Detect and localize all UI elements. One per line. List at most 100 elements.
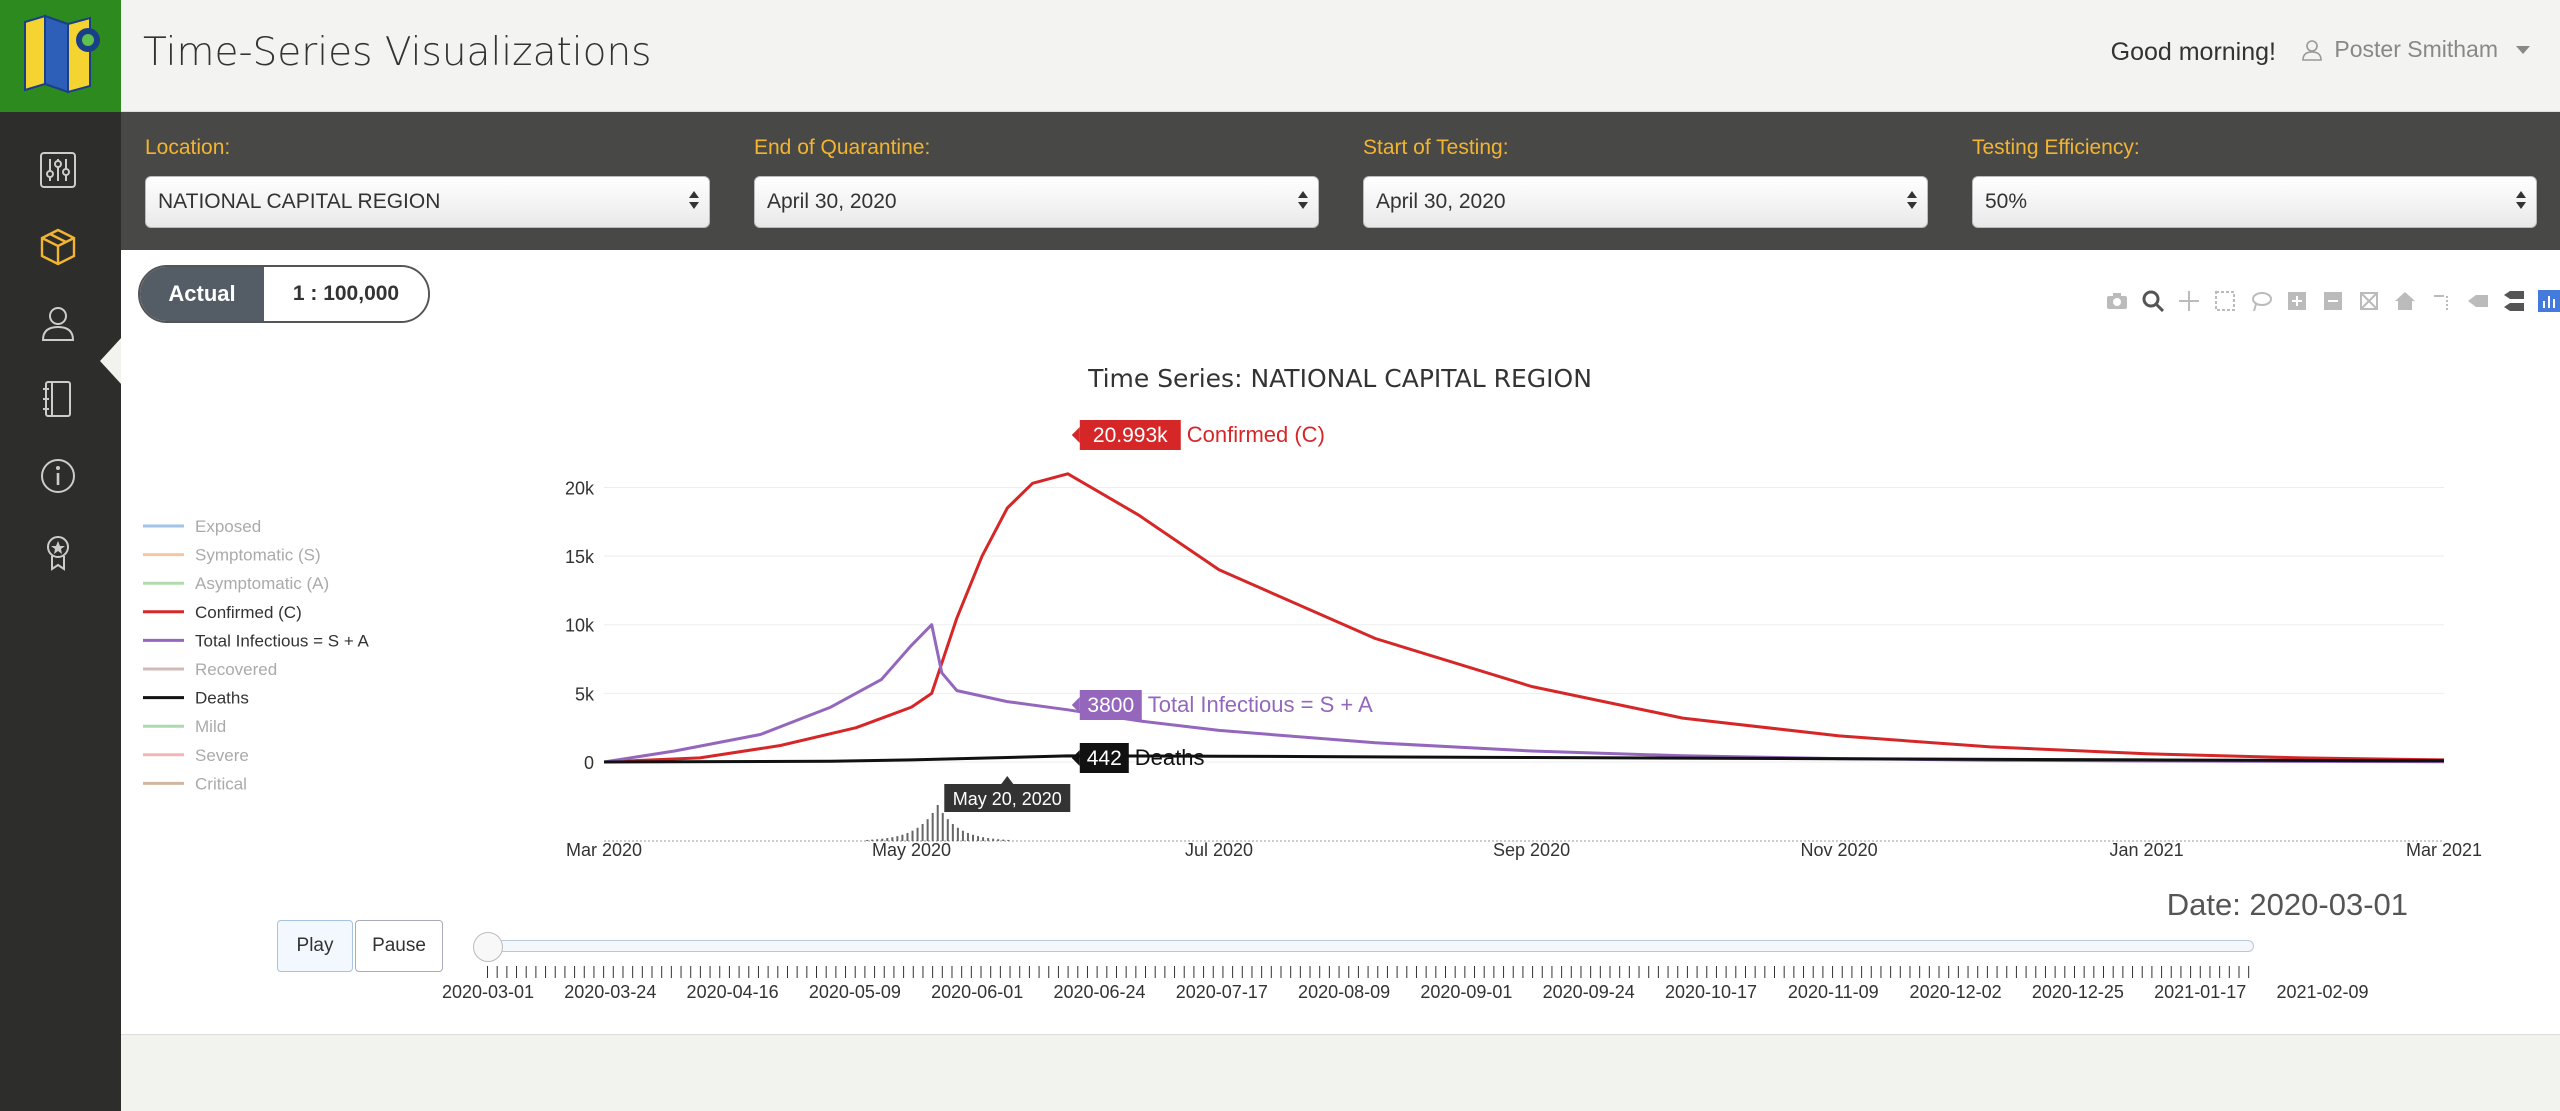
filter-bar: Location: NATIONAL CAPITAL REGION End of… [121,112,2560,250]
slider-tick [1715,966,1717,978]
user-menu[interactable]: Poster Smitham [2300,36,2530,63]
date-slider-track[interactable] [486,940,2254,952]
location-label: Location: [145,136,231,159]
slider-tick [1251,966,1253,978]
slider-tick [699,966,701,978]
hover-compare-icon[interactable] [2502,290,2524,312]
slider-tick-label: 2020-03-24 [564,982,657,1002]
slider-tick [1551,966,1553,978]
slider-tick [506,966,508,978]
zoom-out-icon[interactable] [2322,290,2344,312]
location-select[interactable]: NATIONAL CAPITAL REGION [145,176,710,228]
slider-tick [641,966,643,978]
series-line-deaths[interactable] [603,754,2445,764]
user-icon [41,307,75,341]
legend-item[interactable]: Mild [195,717,226,736]
slider-tick [1009,966,1011,978]
slider-tick [1357,966,1359,978]
sidebar-item-info[interactable] [33,451,83,501]
range-bar [961,830,964,841]
x-tick-label: Mar 2020 [566,840,642,860]
slider-tick [1106,966,1108,978]
legend-item[interactable]: Confirmed (C) [195,603,302,622]
x-tick-label: Jan 2021 [2110,840,2184,860]
legend-item[interactable]: Recovered [195,660,277,679]
legend-item[interactable]: Severe [195,746,249,765]
camera-icon[interactable] [2106,290,2128,312]
sidebar [0,112,122,1111]
y-tick-label: 10k [565,616,595,636]
quarantine-select[interactable]: April 30, 2020 [754,176,1319,228]
chart-title: Time Series: NATIONAL CAPITAL REGION [1087,364,1592,393]
pause-button[interactable]: Pause [355,920,443,972]
slider-tick [2199,966,2201,978]
slider-tick [2180,966,2182,978]
slider-tick [1077,966,1079,978]
slider-tick [767,966,769,978]
slider-tick [1880,966,1882,978]
time-series-chart[interactable]: Time Series: NATIONAL CAPITAL REGION 0 5k… [121,310,2560,870]
legend-item[interactable]: Deaths [195,689,249,708]
slider-tick [757,966,759,978]
slider-tick [2151,966,2153,978]
spike-lines-icon[interactable] [2430,290,2452,312]
legend-item[interactable]: Critical [195,774,247,793]
range-bar [876,839,879,841]
annotation-label-box [1079,743,1129,773]
play-button[interactable]: Play [277,920,353,972]
zoom-in-icon[interactable] [2286,290,2308,312]
slider-tick [1561,966,1563,978]
slider-tick-label: 2020-05-09 [808,982,901,1002]
legend-item[interactable]: Total Infectious = S + A [195,631,370,650]
slider-tick [1474,966,1476,978]
select-arrows-icon [1298,191,1308,209]
slider-tick [583,966,585,978]
chart-legend[interactable]: Exposed Symptomatic (S) Asymptomatic (A) Co… [143,517,370,793]
home-icon[interactable] [2394,290,2416,312]
slider-tick [1280,966,1282,978]
top-header: Time-Series Visualizations Good morning!… [121,0,2560,112]
zoom-icon[interactable] [2142,290,2164,312]
main-panel: Actual 1 : 100,000 Time Series: NATIONAL… [121,250,2560,1035]
date-slider-handle[interactable] [473,932,503,962]
slider-tick [1706,966,1708,978]
slider-tick [980,966,982,978]
sidebar-item-profile[interactable] [33,298,83,348]
box-select-icon[interactable] [2214,290,2236,312]
scale-per-capita-button[interactable]: 1 : 100,000 [264,267,428,321]
scale-actual-button[interactable]: Actual [140,267,264,321]
lasso-icon[interactable] [2250,290,2272,312]
annotation-value: 3800 [1087,694,1134,717]
legend-item[interactable]: Symptomatic (S) [195,546,321,565]
autoscale-icon[interactable] [2358,290,2380,312]
sidebar-item-credits[interactable] [33,527,83,577]
efficiency-select[interactable]: 50% [1972,176,2537,228]
slider-tick [1493,966,1495,978]
legend-item[interactable]: Asymptomatic (A) [195,574,329,593]
slider-tick [816,966,818,978]
slider-tick [1038,966,1040,978]
sidebar-item-models[interactable] [33,221,83,271]
legend-item[interactable]: Exposed [195,517,261,536]
slider-tick [2073,966,2075,978]
hover-closest-icon[interactable] [2466,290,2488,312]
pan-icon[interactable] [2178,290,2200,312]
slider-tick [1599,966,1601,978]
slider-tick [1774,966,1776,978]
slider-tick [2025,966,2027,978]
slider-tick [1967,966,1969,978]
slider-tick-label: 2020-09-24 [1542,982,1635,1002]
testing-start-select[interactable]: April 30, 2020 [1363,176,1928,228]
quarantine-filter: End of Quarantine: April 30, 2020 [754,136,1319,228]
sidebar-item-settings[interactable] [33,145,83,195]
series-line-confirmed[interactable] [603,472,2445,764]
chart-grid [604,486,2444,763]
sidebar-item-docs[interactable] [33,374,83,424]
slider-tick [941,966,943,978]
plotly-logo-icon[interactable] [2538,290,2560,312]
slider-tick [1832,966,1834,978]
slider-tick [2006,966,2008,978]
slider-tick-label: 2020-08-09 [1298,982,1391,1002]
slider-tick [1870,966,1872,978]
app-logo[interactable] [0,0,121,112]
